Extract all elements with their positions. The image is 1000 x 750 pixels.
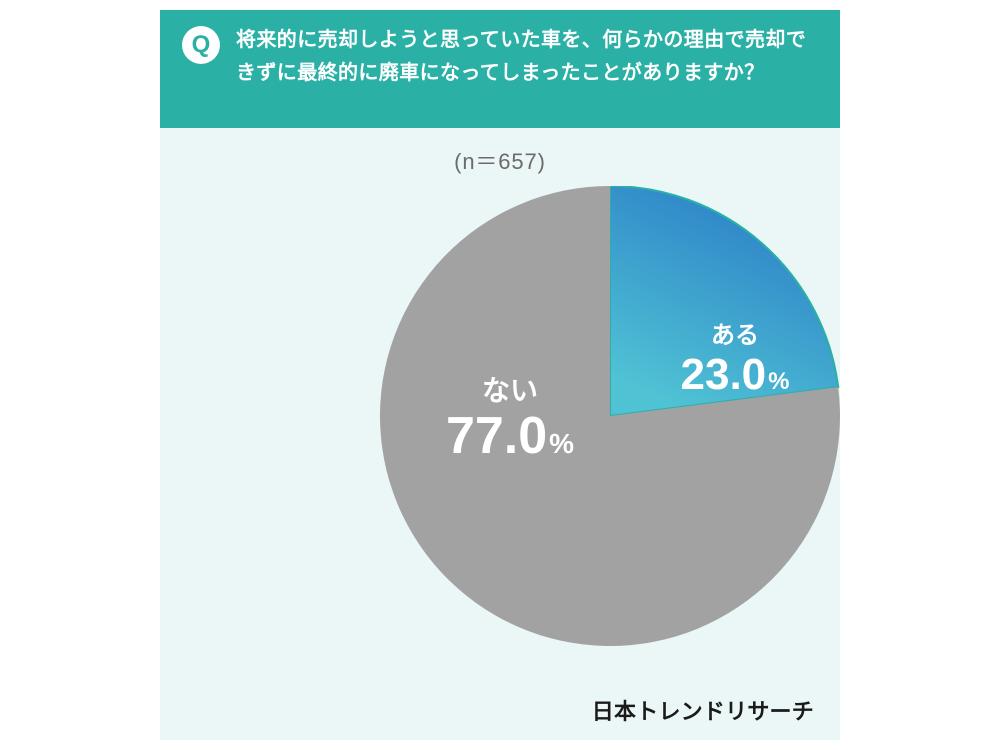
q-letter: Q	[192, 31, 211, 59]
chart-body: (n＝657) ある23.0%ない77.0% 日本トレンドリサーチ	[160, 128, 840, 740]
sample-size-label: (n＝657)	[160, 128, 840, 176]
brand-label: 日本トレンドリサーチ	[592, 694, 814, 726]
slice-label-yes: ある23.0%	[681, 322, 790, 400]
slice-value: 77.0	[446, 407, 547, 465]
slice-name: ある	[681, 322, 790, 350]
slice-name: ない	[446, 375, 574, 407]
slice-label-no: ない77.0%	[446, 375, 574, 467]
slice-value: 23.0	[681, 350, 767, 399]
survey-card: Q 将来的に売却しようと思っていた車を、何らかの理由で売却できずに最終的に廃車に…	[160, 10, 840, 740]
question-text: 将来的に売却しようと思っていた車を、何らかの理由で売却できずに最終的に廃車になっ…	[236, 24, 818, 90]
q-badge: Q	[182, 26, 220, 64]
question-header: Q 将来的に売却しようと思っていた車を、何らかの理由で売却できずに最終的に廃車に…	[160, 10, 840, 128]
slice-percent-sign: %	[768, 368, 789, 395]
slice-percent-sign: %	[549, 428, 574, 459]
pie-chart: ある23.0%ない77.0%	[380, 186, 840, 646]
